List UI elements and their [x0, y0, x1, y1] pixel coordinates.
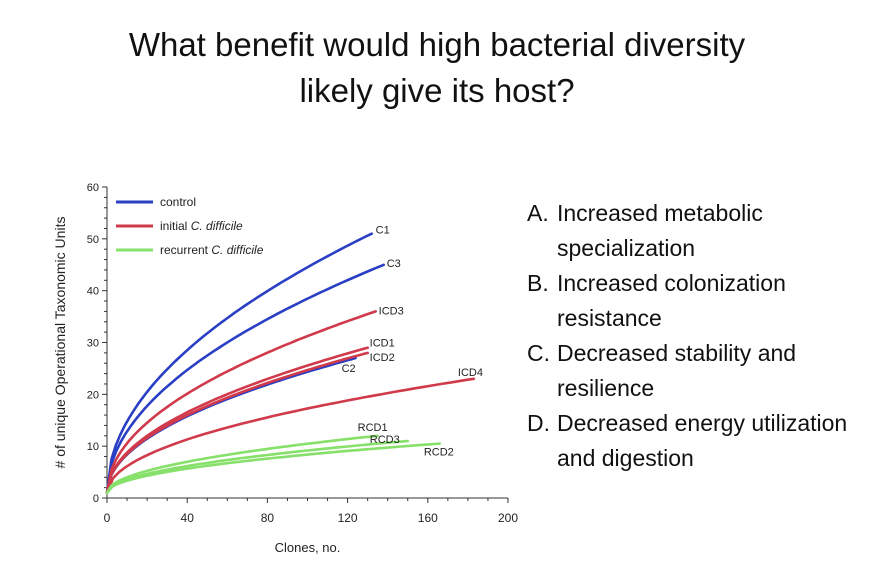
answer-c-text: Decreased stability and resilience	[557, 340, 797, 401]
y-tick-label: 50	[87, 234, 99, 246]
series-line-rcd2	[105, 442, 442, 495]
series-line-icd3	[105, 310, 378, 495]
x-tick-label: 160	[418, 511, 438, 525]
x-tick-label: 120	[338, 511, 358, 525]
answer-c-letter: C.	[527, 340, 550, 366]
x-tick-label: 0	[104, 511, 111, 525]
series-line-c1	[105, 232, 374, 495]
answer-a-text: Increased metabolic specialization	[557, 200, 763, 261]
answer-a-letter: A.	[527, 200, 549, 226]
x-tick-label: 80	[261, 511, 275, 525]
legend-label-initial: initial C. difficile	[160, 219, 243, 233]
series-line-icd4	[105, 377, 476, 495]
y-tick-label: 40	[87, 286, 99, 298]
answer-d-letter: D.	[527, 410, 550, 436]
legend-label-control: control	[160, 195, 196, 209]
series-label-c2: C2	[342, 363, 356, 375]
series-line-rcd3	[105, 439, 410, 495]
y-tick-label: 10	[87, 441, 99, 453]
series-label-icd1: ICD1	[370, 338, 395, 350]
y-axis-label: # of unique Operational Taxonomic Units	[52, 217, 68, 469]
series-line-c3	[105, 263, 386, 495]
answer-a[interactable]: A. Increased metabolic specialization	[527, 196, 867, 266]
title-line-1: What benefit would high bacterial divers…	[128, 26, 746, 63]
answer-list: A. Increased metabolic specialization B.…	[527, 196, 867, 476]
series-label-icd4: ICD4	[458, 367, 483, 379]
series-label-icd2: ICD2	[370, 352, 395, 364]
series-line-icd1	[105, 346, 370, 495]
x-tick-label: 200	[498, 511, 518, 525]
x-tick-label: 40	[181, 511, 195, 525]
series-label-c3: C3	[387, 258, 401, 270]
y-tick-label: 20	[87, 389, 99, 401]
answer-c[interactable]: C. Decreased stability and resilience	[527, 336, 867, 406]
answer-b[interactable]: B. Increased colonization resistance	[527, 266, 867, 336]
series-label-c1: C1	[376, 225, 390, 237]
title-line-2: likely give its host?	[299, 72, 575, 109]
series-label-icd3: ICD3	[379, 305, 404, 317]
series-label-rcd2: RCD2	[424, 447, 454, 459]
y-tick-label: 0	[93, 493, 99, 505]
slide-title: What benefit would high bacterial divers…	[0, 22, 874, 114]
series-line-rcd1	[105, 434, 380, 495]
answer-b-letter: B.	[527, 270, 549, 296]
x-axis-label: Clones, no.	[275, 540, 341, 555]
answer-d[interactable]: D. Decreased energy utilization and dige…	[527, 406, 867, 476]
y-tick-label: 30	[87, 338, 99, 350]
legend-label-recurrent: recurrent C. difficile	[160, 243, 264, 257]
answer-b-text: Increased colonization resistance	[557, 270, 786, 331]
y-tick-label: 60	[87, 182, 99, 194]
series-line-icd2	[105, 351, 370, 495]
series-label-rcd1: RCD1	[358, 422, 388, 434]
answer-d-text: Decreased energy utilization and digesti…	[557, 410, 848, 471]
series-label-rcd3: RCD3	[370, 434, 400, 446]
